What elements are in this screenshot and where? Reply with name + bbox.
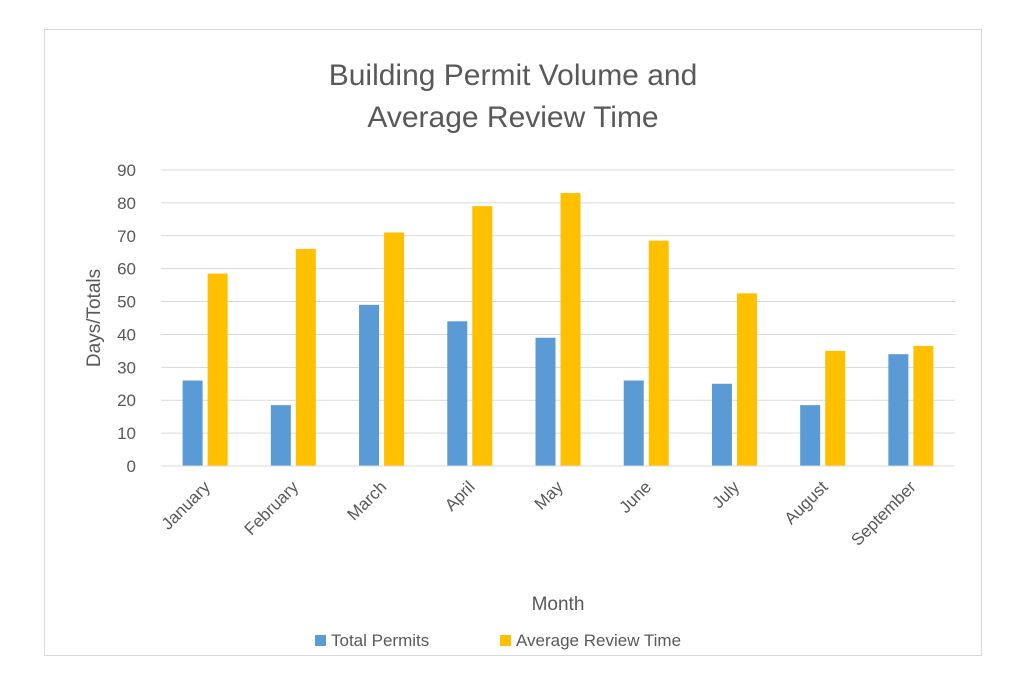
y-tick-label: 60 (117, 260, 136, 279)
legend-swatch-total-permits (315, 635, 326, 646)
bars (182, 193, 934, 466)
bar-average-review-time-february (295, 248, 316, 466)
bar-average-review-time-january (207, 273, 228, 466)
y-tick-label: 10 (117, 424, 136, 443)
bar-total-permits-august (800, 405, 821, 466)
bar-average-review-time-june (648, 240, 669, 466)
bar-total-permits-march (359, 304, 380, 466)
y-tick-label: 70 (117, 227, 136, 246)
y-tick-label: 30 (117, 358, 136, 377)
y-tick-label: 20 (117, 391, 136, 410)
legend-label-total-permits: Total Permits (331, 631, 429, 650)
bar-average-review-time-september (913, 345, 934, 466)
bar-total-permits-april (447, 321, 468, 466)
bar-total-permits-september (888, 354, 909, 466)
bar-total-permits-may (535, 337, 556, 466)
bar-average-review-time-august (825, 350, 846, 466)
y-tick-label: 80 (117, 194, 136, 213)
bar-total-permits-july (711, 383, 732, 466)
chart-title-line-2: Average Review Time (367, 101, 658, 134)
y-axis-title: Days/Totals (84, 269, 105, 367)
y-tick-label: 50 (117, 293, 136, 312)
bar-total-permits-february (270, 405, 291, 466)
bar-average-review-time-july (736, 293, 757, 466)
chart-title-line-1: Building Permit Volume and (329, 59, 698, 92)
bar-average-review-time-march (384, 232, 405, 466)
x-axis-title: Month (532, 594, 585, 615)
bar-total-permits-june (623, 380, 644, 466)
chart-frame (44, 29, 982, 656)
y-tick-label: 0 (127, 457, 136, 476)
bar-total-permits-january (182, 380, 203, 466)
legend-swatch-average-review-time (500, 635, 511, 646)
y-tick-label: 90 (117, 161, 136, 180)
y-tick-label: 40 (117, 325, 136, 344)
legend: Total Permits Average Review Time (315, 631, 681, 650)
y-axis-ticks: 0 10 20 30 40 50 60 70 80 90 (117, 161, 136, 476)
bar-average-review-time-april (472, 206, 493, 466)
legend-label-average-review-time: Average Review Time (516, 631, 681, 650)
gridlines (161, 169, 955, 434)
bar-average-review-time-may (560, 193, 581, 466)
